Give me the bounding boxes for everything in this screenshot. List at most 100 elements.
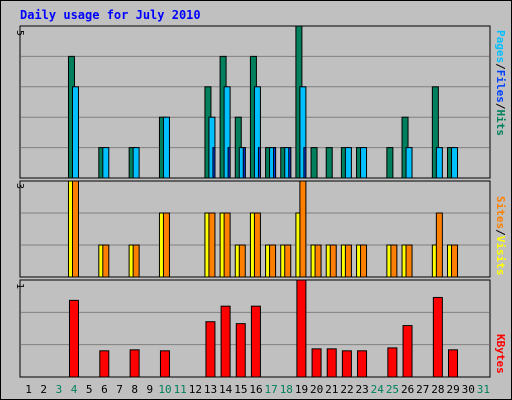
legend-entry: Hits <box>494 110 507 137</box>
y-tick-label-middle: 3 <box>14 183 25 189</box>
x-tick-label: 28 <box>431 383 444 396</box>
hits-bar <box>431 86 439 179</box>
kbytes-bar <box>326 348 337 378</box>
kbytes-bar <box>387 347 398 378</box>
x-tick-label: 12 <box>189 383 202 396</box>
x-tick-label: 5 <box>86 383 93 396</box>
x-tick-label: 17 <box>265 383 278 396</box>
pages-bar <box>227 147 231 179</box>
files-bar <box>102 147 110 179</box>
sites-bar <box>435 212 443 278</box>
kbytes-bar <box>432 296 443 378</box>
x-tick-label: 26 <box>401 383 414 396</box>
kbytes-bar <box>341 350 352 378</box>
sites-bar <box>223 212 231 278</box>
kbytes-bar <box>402 325 413 378</box>
x-tick-label: 27 <box>416 383 429 396</box>
pages-bar <box>288 147 292 179</box>
sites-bar <box>162 212 170 278</box>
x-tick-label: 11 <box>174 383 187 396</box>
x-tick-label: 14 <box>219 383 233 396</box>
legend-entry: KBytes <box>494 334 507 374</box>
x-tick-label: 6 <box>101 383 108 396</box>
files-bar <box>253 86 261 179</box>
kbytes-bar <box>296 279 307 378</box>
legend-entry: Sites <box>494 196 507 229</box>
files-bar <box>132 147 140 179</box>
x-tick-label: 31 <box>477 383 490 396</box>
x-tick-label: 9 <box>147 383 154 396</box>
kbytes-bar <box>99 350 110 378</box>
kbytes-bar <box>220 305 231 378</box>
sites-bar <box>132 244 140 278</box>
x-tick-label: 13 <box>204 383 217 396</box>
legend-pages-files-hits: Pages/Files/Hits <box>494 30 507 136</box>
y-tick-labels: 5 3 1 <box>14 30 25 289</box>
files-bar <box>451 147 459 179</box>
kbytes-bar <box>205 321 216 378</box>
files-bar <box>435 147 443 179</box>
chart-title: Daily usage for July 2010 <box>20 8 201 22</box>
x-tick-label: 3 <box>56 383 63 396</box>
sites-bar <box>208 212 216 278</box>
kbytes-bar <box>159 350 170 378</box>
x-tick-label: 20 <box>310 383 323 396</box>
sites-bar <box>329 244 337 278</box>
legend-entry: Visits <box>494 236 507 276</box>
files-bar <box>405 147 413 179</box>
legend-kbytes: KBytes <box>494 334 507 374</box>
kbytes-bar <box>235 323 246 378</box>
legend-sites-visits: Sites/Visits <box>494 196 507 276</box>
files-bar <box>360 147 368 179</box>
sites-bar <box>269 244 277 278</box>
x-tick-label: 19 <box>295 383 308 396</box>
x-tick-label: 16 <box>249 383 262 396</box>
sites-bar <box>360 244 368 278</box>
pages-bar <box>212 147 216 179</box>
x-tick-label: 23 <box>356 383 369 396</box>
pages-bar <box>303 147 307 179</box>
hits-bar <box>325 147 333 179</box>
legend-entry: / <box>494 63 507 70</box>
legend-entry: Pages <box>494 30 507 63</box>
sites-bar <box>253 212 261 278</box>
kbytes-bar <box>250 305 261 378</box>
x-tick-label: 21 <box>325 383 338 396</box>
legend-entry: / <box>494 103 507 110</box>
sites-bar <box>390 244 398 278</box>
sites-bar <box>71 180 79 278</box>
legend-entry: / <box>494 229 507 236</box>
hits-bar <box>386 147 394 179</box>
kbytes-bar <box>129 349 140 378</box>
files-bar <box>71 86 79 179</box>
files-bar <box>344 147 352 179</box>
files-bar <box>162 116 170 179</box>
files-bar <box>299 86 307 179</box>
x-tick-label: 15 <box>234 383 247 396</box>
hits-bar <box>310 147 318 179</box>
x-tick-labels: 1 2 3 4 5 6 7 8 9 10 11 12 13 14 15 16 17 18 19 20 21 22 23 24 2… <box>25 383 490 396</box>
kbytes-bar <box>448 349 459 378</box>
legend-entry: Files <box>494 70 507 103</box>
x-tick-label: 30 <box>462 383 475 396</box>
x-tick-label: 25 <box>386 383 399 396</box>
kbytes-bar <box>357 350 368 378</box>
x-tick-label: 22 <box>340 383 353 396</box>
kbytes-bar <box>68 299 79 378</box>
sites-bar <box>284 244 292 278</box>
sites-bar <box>102 244 110 278</box>
x-tick-label: 8 <box>131 383 138 396</box>
pages-bar <box>242 147 246 179</box>
x-tick-label: 10 <box>158 383 171 396</box>
kbytes-bar <box>311 348 322 378</box>
sites-bar <box>451 244 459 278</box>
x-tick-label: 24 <box>371 383 385 396</box>
sites-bar <box>344 244 352 278</box>
x-tick-label: 4 <box>71 383 78 396</box>
sites-bar <box>238 244 246 278</box>
y-tick-label-bottom: 1 <box>14 283 25 289</box>
pages-bar <box>273 147 277 179</box>
